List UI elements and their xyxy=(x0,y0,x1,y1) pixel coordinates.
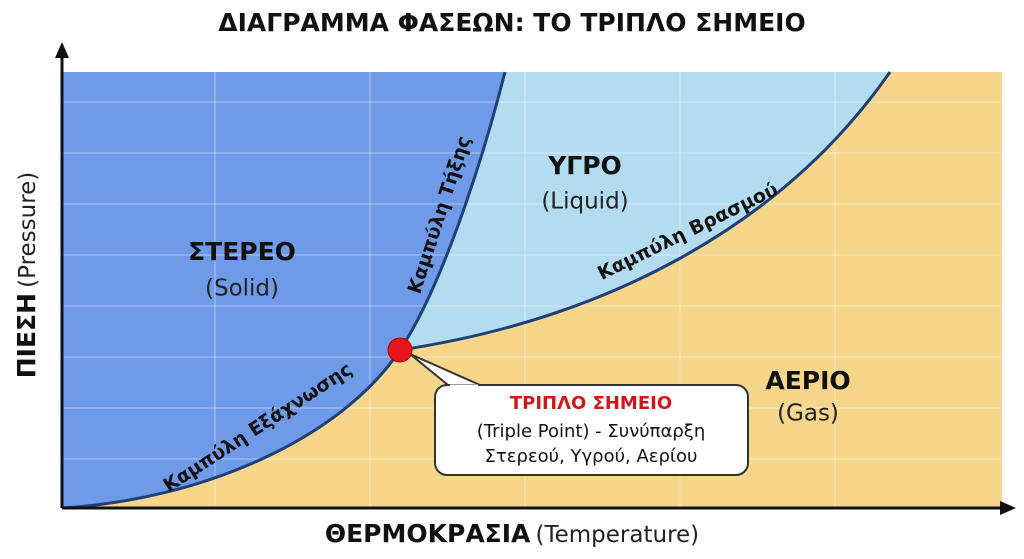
callout-line: Στερεού, Υγρού, Αερίου xyxy=(485,446,698,467)
region-label: ΣΤΕΡΕΟ xyxy=(188,237,296,266)
x-axis-label: ΘΕΡΜΟΚΡΑΣΙΑ (Temperature) xyxy=(325,519,699,548)
melting-curve xyxy=(398,71,507,351)
x-arrow xyxy=(1000,501,1016,515)
region-label: ΥΓΡΟ xyxy=(547,151,622,180)
region-sublabel: (Gas) xyxy=(777,401,839,427)
y-axis-label: ΠΙΕΣΗ (Pressure) xyxy=(12,172,41,379)
callout-box xyxy=(434,384,749,476)
callout-title: ΤΡΙΠΛΟ ΣΗΜΕΙΟ xyxy=(510,393,672,414)
x-sublabel: (Temperature) xyxy=(536,522,700,548)
sublimation-curve xyxy=(61,349,402,510)
y-sublabel: (Pressure) xyxy=(15,172,41,288)
y-label: ΠΙΕΣΗ xyxy=(12,293,41,378)
triple-point xyxy=(387,337,413,363)
region-label: ΑΕΡΙΟ xyxy=(765,366,850,395)
region-sublabel: (Liquid) xyxy=(541,189,628,215)
callout-line: (Triple Point) - Συνύπαρξη xyxy=(477,421,705,442)
liquid-region xyxy=(400,72,890,350)
boiling-curve xyxy=(399,71,892,352)
x-label: ΘΕΡΜΟΚΡΑΣΙΑ xyxy=(325,519,531,548)
region-sublabel: (Solid) xyxy=(205,276,279,302)
solid-region xyxy=(62,72,505,508)
title: ΔΙΑΓΡΑΜΜΑ ΦΑΣΕΩΝ: ΤΟ ΤΡΙΠΛΟ ΣΗΜΕΙΟ xyxy=(218,8,805,37)
y-arrow xyxy=(55,42,69,58)
